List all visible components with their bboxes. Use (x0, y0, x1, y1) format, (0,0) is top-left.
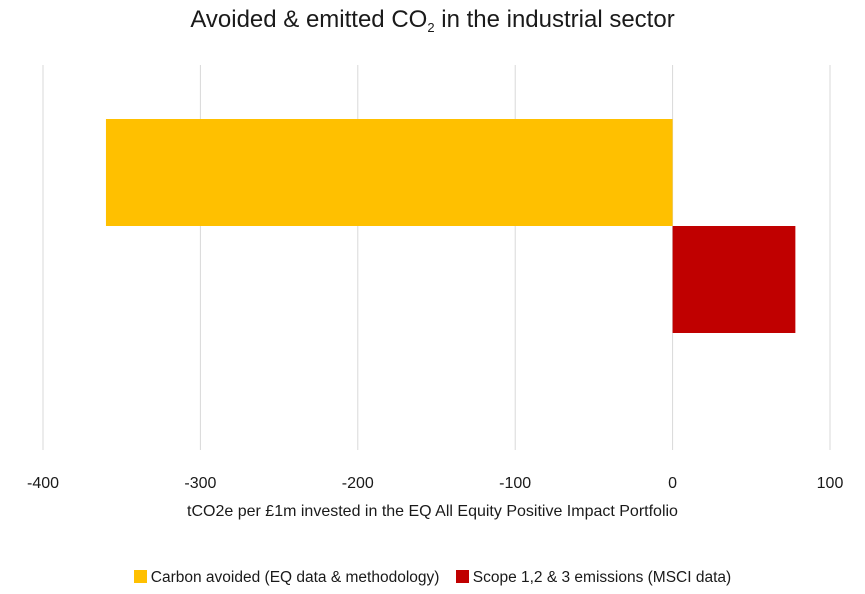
x-tick-label: 100 (817, 475, 844, 492)
x-tick-label: -200 (342, 475, 374, 492)
chart-title-subscript: 2 (427, 20, 435, 35)
x-tick-label: 0 (668, 475, 677, 492)
legend-swatch-scope-emissions (455, 570, 469, 583)
bars (105, 119, 796, 333)
legend-label-scope-emissions: Scope 1,2 & 3 emissions (MSCI data) (472, 569, 732, 586)
chart-title-suffix: in the industrial sector (434, 6, 675, 33)
x-tick-label: -300 (184, 475, 216, 492)
chart-title: Avoided & emitted CO2 in the industrial … (0, 6, 865, 35)
legend-swatch-carbon-avoided (133, 570, 147, 583)
chart-title-main: Avoided & emitted CO (190, 6, 428, 33)
x-axis-ticks: -400 -300 -200 -100 0 100 (27, 475, 843, 492)
x-axis-label: tCO2e per £1m invested in the EQ All Equ… (187, 503, 678, 520)
bar-carbon-avoided (105, 119, 673, 226)
legend-label-carbon-avoided: Carbon avoided (EQ data & methodology) (150, 569, 440, 586)
legend: Carbon avoided (EQ data & methodology) S… (0, 569, 865, 587)
x-tick-label: -100 (499, 475, 531, 492)
x-tick-label: -400 (27, 475, 59, 492)
legend-entry-scope-emissions: Scope 1,2 & 3 emissions (MSCI data) (455, 569, 732, 587)
bar-scope-emissions (672, 226, 796, 333)
legend-entry-carbon-avoided: Carbon avoided (EQ data & methodology) (133, 569, 440, 587)
